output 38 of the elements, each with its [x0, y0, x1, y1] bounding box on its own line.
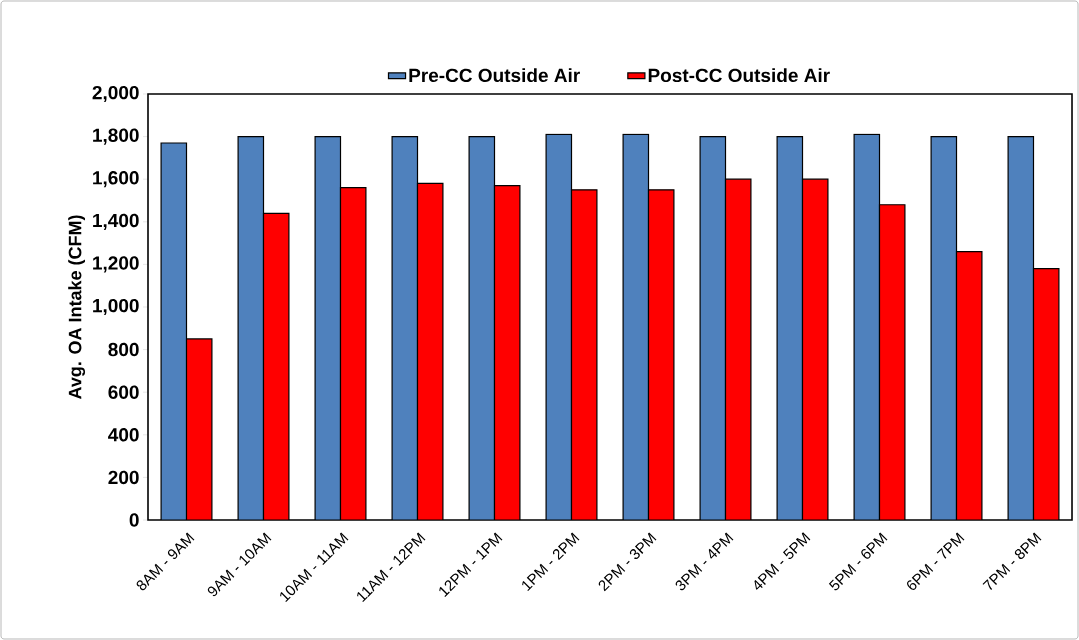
- bar: [340, 187, 366, 520]
- y-tick-label: 400: [108, 428, 139, 442]
- y-tick-label: 1,000: [93, 298, 139, 316]
- legend-label: Post-CC Outside Air: [648, 68, 830, 83]
- legend-label: Pre-CC Outside Air: [409, 68, 580, 83]
- bar: [469, 136, 495, 520]
- bar: [931, 136, 957, 520]
- bar: [725, 179, 751, 520]
- bar: [494, 185, 520, 520]
- bar: [1007, 136, 1035, 520]
- y-tick-label: 1,400: [93, 213, 139, 230]
- y-tick-label: 1,800: [93, 128, 139, 145]
- bar: [956, 251, 982, 520]
- bar: [1032, 268, 1060, 520]
- bar: [417, 183, 443, 520]
- bar: [263, 213, 289, 520]
- y-tick-label: 1,200: [93, 256, 139, 273]
- y-tick-label: 2,000: [92, 85, 139, 103]
- bar: [648, 189, 674, 520]
- bar: [392, 136, 418, 520]
- bar: [186, 338, 212, 520]
- bar: [854, 134, 880, 520]
- y-tick-label: 800: [108, 342, 139, 357]
- y-axis-title: Avg. OA Intake (CFM): [68, 215, 86, 400]
- bar: [700, 136, 726, 520]
- y-tick-label: 1,600: [93, 171, 139, 188]
- bar: [879, 204, 905, 520]
- bar: [777, 136, 803, 520]
- bar: [571, 189, 597, 520]
- bar: [802, 179, 828, 520]
- bar: [238, 136, 264, 520]
- bar: [623, 134, 649, 520]
- y-tick-label: 200: [108, 470, 139, 485]
- bar: [315, 136, 341, 520]
- bar: [161, 142, 187, 520]
- bar: [546, 134, 572, 520]
- y-tick-label: 600: [108, 385, 139, 399]
- y-tick-label: 0: [129, 513, 139, 527]
